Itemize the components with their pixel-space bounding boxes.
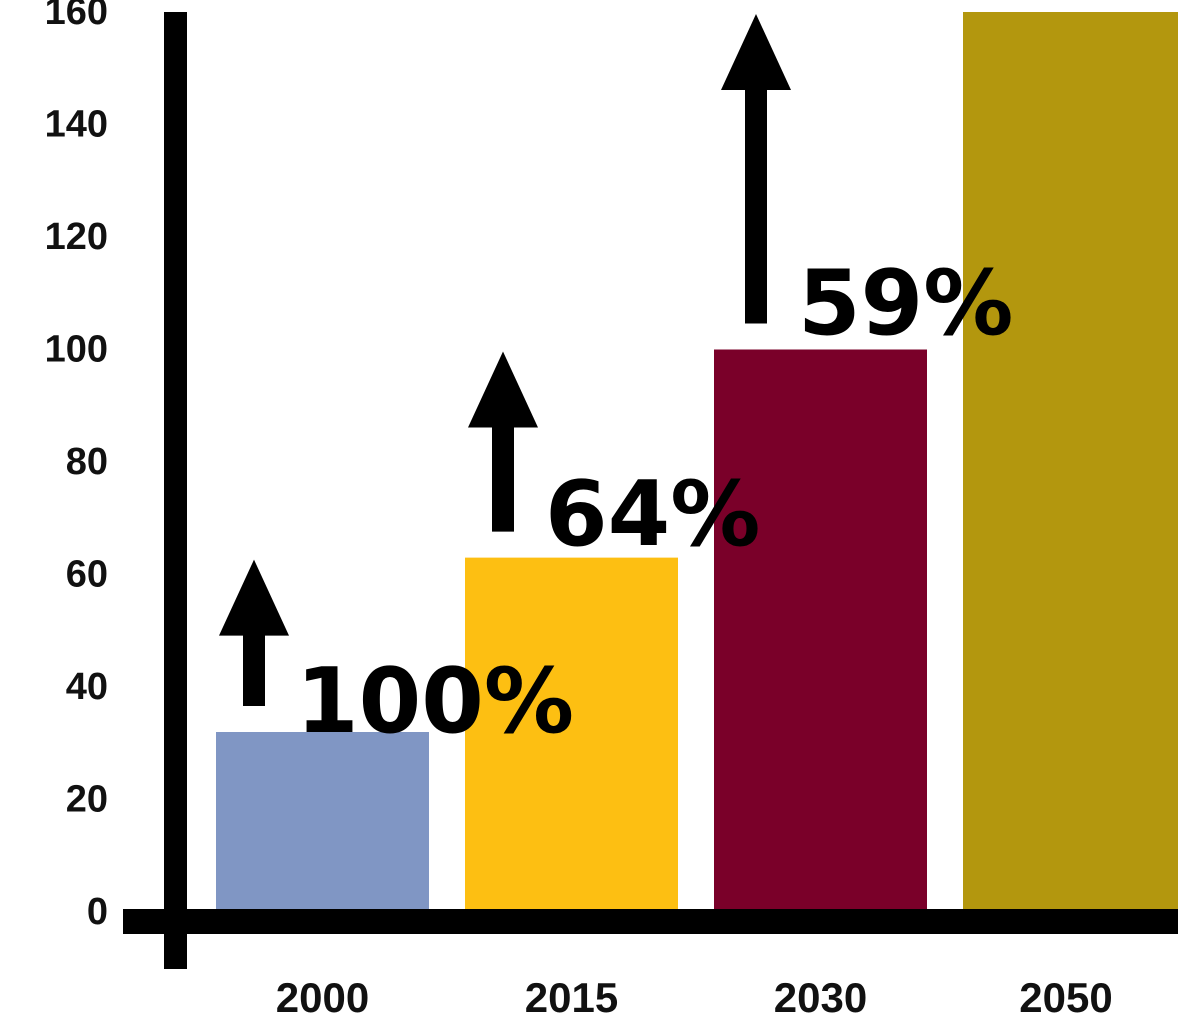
growth-arrow-shaft: [492, 425, 514, 532]
x-tick-label: 2015: [525, 974, 618, 1014]
y-tick-label: 100: [45, 329, 108, 371]
bars: [216, 12, 1178, 914]
bar-2030: [714, 349, 927, 914]
x-axis-labels: 2000 2015 2030 2050: [276, 974, 1113, 1014]
growth-arrow-shaft: [745, 88, 767, 324]
growth-label: 64%: [545, 462, 760, 567]
y-tick-label: 120: [45, 216, 108, 258]
growth-label: 100%: [296, 649, 574, 754]
x-tick-label: 2050: [1019, 974, 1112, 1014]
growth-label: 59%: [798, 251, 1013, 356]
growth-labels: 100% 64% 59%: [296, 251, 1013, 754]
bar-2000: [216, 732, 429, 914]
y-tick-label: 60: [66, 554, 108, 596]
y-tick-label: 140: [45, 104, 108, 146]
growth-arrow-head: [219, 559, 289, 636]
growth-arrow-head: [468, 351, 538, 428]
y-tick-label: 80: [66, 441, 108, 483]
bar-2050: [963, 12, 1178, 914]
growth-arrow-head: [721, 14, 791, 90]
y-tick-label: 0: [87, 891, 108, 933]
y-tick-label: 160: [45, 0, 108, 33]
growth-arrows: [219, 14, 791, 706]
x-tick-label: 2030: [774, 974, 867, 1014]
y-tick-label: 20: [66, 779, 108, 821]
bar-2015: [465, 557, 678, 914]
x-axis-line: [123, 909, 1178, 934]
growth-arrow-shaft: [243, 633, 265, 706]
y-tick-label: 40: [66, 666, 108, 708]
x-tick-label: 2000: [276, 974, 369, 1014]
y-axis-ticks: 0 20 40 60 80 100 120 140 160: [45, 0, 108, 933]
y-axis-line: [164, 12, 187, 969]
